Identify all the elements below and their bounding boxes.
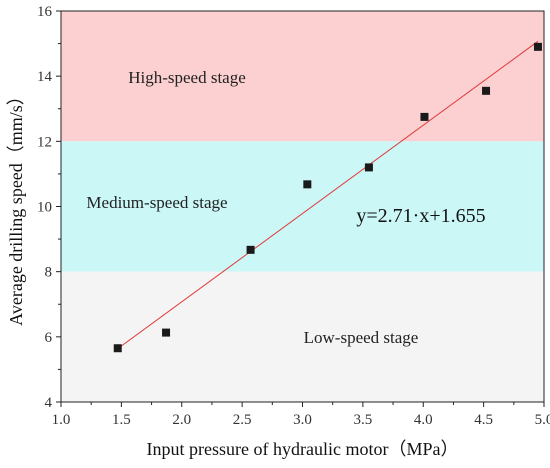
- data-point-1: [162, 328, 171, 337]
- points-layer: [113, 42, 542, 353]
- data-point-0: [113, 344, 122, 353]
- bands-layer: [61, 11, 544, 402]
- band-label-1: Medium-speed stage: [86, 193, 227, 212]
- data-point-6: [482, 86, 491, 95]
- band-label-0: High-speed stage: [128, 68, 246, 87]
- x-tick-label-0: 1.0: [52, 412, 71, 428]
- y-tick-label-6: 16: [37, 4, 53, 20]
- x-axis-title: Input pressure of hydraulic motor（MPa）: [147, 439, 459, 459]
- band-1: [61, 141, 544, 272]
- data-point-3: [303, 180, 312, 189]
- fit-line: [117, 40, 539, 350]
- x-tick-label-8: 5.0: [535, 412, 550, 428]
- y-tick-label-3: 10: [37, 200, 52, 216]
- x-tick-label-2: 2.0: [172, 412, 191, 428]
- band-label-2: Low-speed stage: [304, 328, 419, 347]
- x-tick-label-5: 3.5: [354, 412, 373, 428]
- labels-layer: High-speed stage Medium-speed stage Low-sp…: [6, 4, 550, 459]
- axes-layer: [56, 10, 545, 407]
- data-point-7: [533, 42, 542, 51]
- y-tick-label-1: 6: [45, 330, 53, 346]
- fit-layer: [117, 40, 539, 350]
- y-tick-label-2: 8: [45, 265, 53, 281]
- data-point-5: [420, 112, 429, 121]
- band-0: [61, 11, 544, 142]
- y-axis-title: Average drilling speed（mm/s）: [6, 87, 26, 326]
- y-tick-label-5: 14: [37, 69, 53, 85]
- x-tick-label-6: 4.0: [414, 412, 433, 428]
- x-tick-label-4: 3.0: [293, 412, 312, 428]
- y-tick-label-4: 12: [37, 134, 52, 150]
- data-point-2: [246, 245, 255, 254]
- x-tick-label-3: 2.5: [233, 412, 252, 428]
- band-2: [61, 271, 544, 402]
- data-point-4: [364, 163, 373, 172]
- y-tick-label-0: 4: [45, 395, 53, 411]
- fit-equation: y=2.71·x+1.655: [356, 205, 485, 227]
- x-tick-label-1: 1.5: [112, 412, 131, 428]
- x-tick-label-7: 4.5: [474, 412, 493, 428]
